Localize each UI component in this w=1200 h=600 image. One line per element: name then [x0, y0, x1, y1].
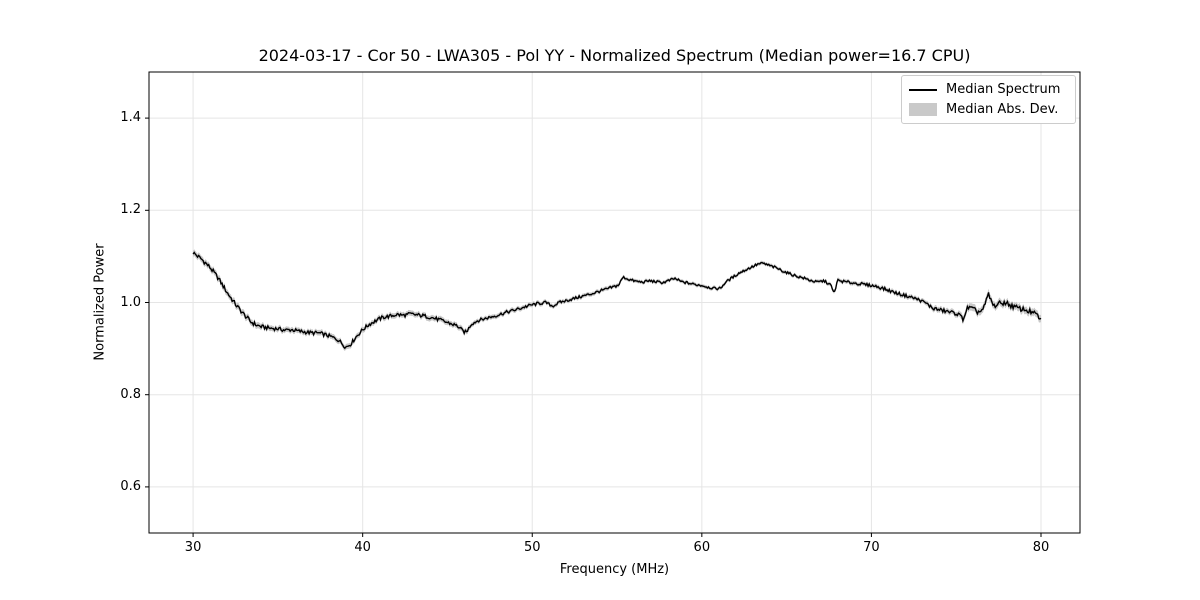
- y-tick-label: 0.8: [120, 386, 141, 402]
- y-tick-label: 0.6: [120, 478, 141, 494]
- legend-label-median-abs-dev: Median Abs. Dev.: [946, 101, 1059, 117]
- mad-band: [193, 249, 1042, 351]
- median-spectrum-line: [192, 251, 1042, 350]
- x-tick-label: 30: [184, 540, 202, 555]
- x-tick-label: 70: [863, 540, 880, 555]
- x-tick-label: 50: [523, 540, 541, 555]
- chart-title: 2024-03-17 - Cor 50 - LWA305 - Pol YY - …: [258, 46, 971, 65]
- x-axis-label: Frequency (MHz): [559, 562, 670, 577]
- y-tick-label: 1.4: [120, 110, 141, 126]
- x-tick-label: 60: [693, 540, 711, 555]
- x-tick-label: 40: [354, 540, 371, 555]
- y-tick-label: 1.0: [120, 294, 141, 310]
- legend-item-median-spectrum: Median Spectrum: [909, 80, 1067, 99]
- line-swatch-icon: [909, 88, 937, 91]
- legend: Median Spectrum Median Abs. Dev.: [901, 75, 1076, 124]
- legend-item-median-abs-dev: Median Abs. Dev.: [909, 100, 1067, 119]
- y-tick-label: 1.2: [120, 202, 141, 218]
- legend-label-median-spectrum: Median Spectrum: [946, 82, 1061, 98]
- x-tick-label: 80: [1032, 540, 1050, 555]
- patch-swatch-icon: [909, 102, 937, 116]
